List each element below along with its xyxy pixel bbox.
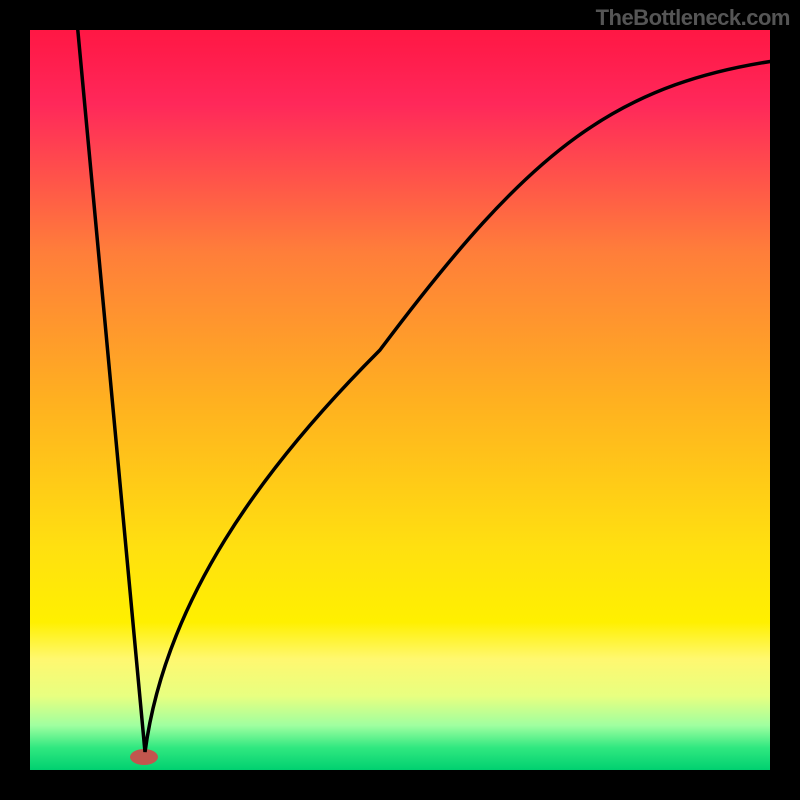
watermark-text: TheBottleneck.com: [596, 5, 790, 31]
chart-canvas: TheBottleneck.com: [0, 0, 800, 800]
chart-svg: [0, 0, 800, 800]
plot-background: [30, 30, 770, 770]
